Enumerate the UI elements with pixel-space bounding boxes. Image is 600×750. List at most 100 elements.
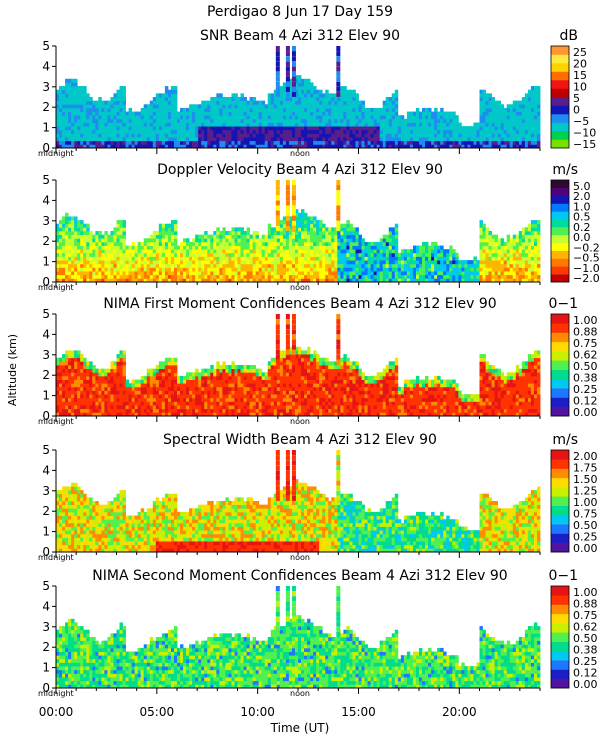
heatmap-cell	[216, 241, 220, 246]
heatmap-cell	[195, 241, 199, 246]
heatmap-cell	[298, 111, 302, 116]
heatmap-cell	[158, 115, 163, 120]
heatmap-cell	[252, 231, 257, 236]
heatmap-cell	[449, 118, 453, 123]
heatmap-cell	[437, 140, 441, 145]
heatmap-cell	[104, 372, 108, 377]
heatmap-cell	[431, 260, 435, 265]
heatmap-cell	[406, 137, 411, 142]
heatmap-cell	[346, 144, 350, 149]
heatmap-cell	[343, 129, 347, 134]
heatmap-cell	[140, 107, 145, 112]
heatmap-cell	[506, 256, 511, 261]
heatmap-cell	[74, 126, 78, 131]
heatmap-cell	[261, 129, 266, 134]
heatmap-cell	[195, 115, 199, 120]
heatmap-cell	[370, 133, 375, 138]
heatmap-cell	[104, 104, 108, 109]
heatmap-cell	[101, 394, 105, 399]
heatmap-cell	[521, 104, 526, 109]
heatmap-cell	[301, 89, 305, 94]
heatmap-cell	[512, 111, 517, 116]
heatmap-cell	[258, 278, 263, 283]
heatmap-cell	[261, 140, 266, 145]
midnight-label: midnight	[38, 149, 74, 158]
heatmap-cell	[397, 271, 402, 276]
heatmap-cell	[65, 212, 69, 217]
heatmap-cell	[334, 245, 338, 250]
heatmap-cell	[358, 100, 362, 105]
heatmap-cell	[373, 144, 378, 149]
heatmap-cell	[334, 107, 338, 112]
colorbar-tick-label: −15	[573, 138, 596, 151]
heatmap-cell	[149, 234, 154, 239]
heatmap-cell	[167, 223, 172, 228]
heatmap-cell	[431, 140, 435, 145]
heatmap-cell	[361, 245, 365, 250]
heatmap-cell	[488, 93, 492, 98]
heatmap-cell	[467, 263, 471, 268]
heatmap-cell	[122, 238, 126, 243]
heatmap-cell	[170, 263, 175, 268]
heatmap-cell	[382, 100, 387, 105]
heatmap-cell	[515, 122, 520, 127]
heatmap-cell	[322, 104, 326, 109]
heatmap-cell	[530, 118, 535, 123]
heatmap-cell	[62, 126, 66, 131]
y-tick-label: 1	[42, 121, 50, 135]
heatmap-cell	[161, 144, 166, 149]
heatmap-cell	[491, 267, 496, 272]
heatmap-cell	[282, 274, 287, 279]
heatmap-cell	[119, 350, 123, 355]
heatmap-cell	[167, 263, 172, 268]
heatmap-cell	[298, 271, 302, 276]
heatmap-cell	[494, 252, 499, 257]
heatmap-cell	[340, 97, 344, 102]
heatmap-cell	[207, 111, 211, 116]
heatmap-cell	[346, 256, 350, 261]
heatmap-cell	[527, 118, 532, 123]
heatmap-cell	[373, 133, 378, 138]
heatmap-cell	[282, 93, 287, 98]
heatmap-cell	[65, 249, 69, 254]
heatmap-cell	[285, 215, 290, 221]
heatmap-cell	[361, 122, 365, 127]
heatmap-cell	[143, 249, 148, 254]
heatmap-cell	[192, 252, 196, 257]
heatmap-cell	[261, 100, 266, 105]
heatmap-cell	[291, 195, 296, 201]
heatmap-cell	[403, 122, 408, 127]
heatmap-cell	[322, 126, 326, 131]
heatmap-cell	[255, 249, 260, 254]
heatmap-cell	[95, 122, 99, 127]
heatmap-cell	[65, 252, 69, 257]
heatmap-cell	[77, 126, 81, 131]
heatmap-cell	[313, 245, 317, 250]
heatmap-cell	[336, 205, 341, 211]
heatmap-cell	[125, 144, 129, 149]
heatmap-cell	[155, 140, 160, 145]
heatmap-cell	[122, 220, 126, 225]
heatmap-cell	[370, 278, 375, 283]
heatmap-cell	[425, 241, 429, 246]
heatmap-cell	[155, 241, 160, 246]
panel-units: dB	[560, 28, 579, 44]
heatmap-cell	[149, 263, 154, 268]
heatmap-cell	[80, 375, 84, 380]
heatmap-cell	[279, 220, 284, 225]
heatmap-cell	[101, 111, 105, 116]
heatmap-cell	[83, 107, 87, 112]
heatmap-cell	[313, 278, 317, 283]
heatmap-cell	[524, 231, 529, 236]
heatmap-cell	[204, 115, 208, 120]
colorbar-swatch	[551, 274, 569, 283]
heatmap-cell	[71, 144, 75, 149]
heatmap-cell	[310, 129, 314, 134]
heatmap-cell	[68, 122, 72, 127]
heatmap-cell	[107, 252, 111, 257]
heatmap-cell	[428, 260, 432, 265]
heatmap-cell	[56, 256, 60, 261]
heatmap-cell	[464, 140, 468, 145]
heatmap-cell	[385, 278, 390, 283]
heatmap-cell	[222, 104, 226, 109]
